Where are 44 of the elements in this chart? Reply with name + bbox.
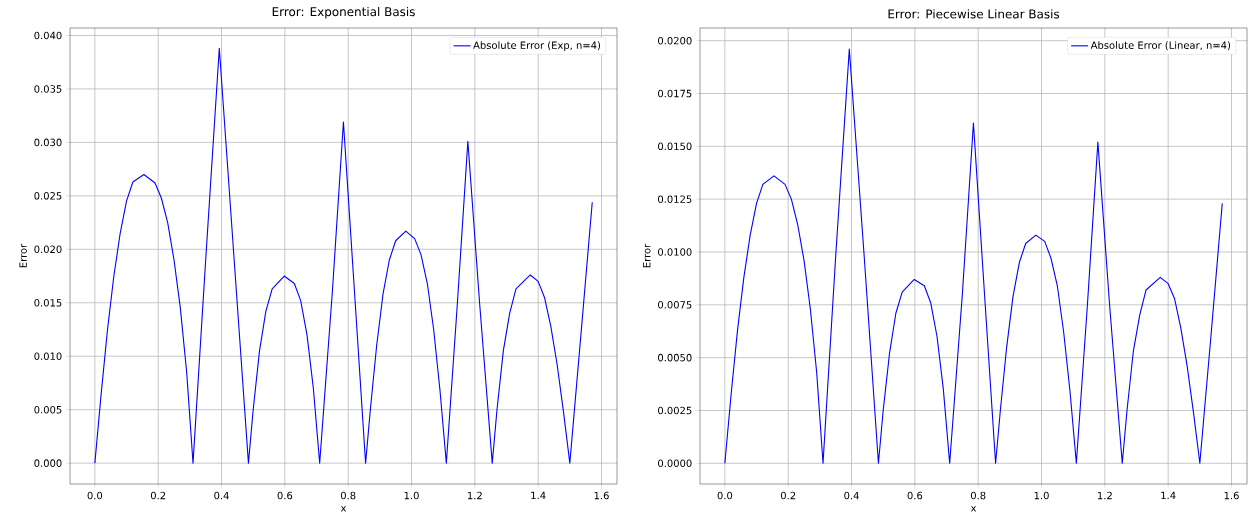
legend-label: Absolute Error (Linear, n=4) — [1090, 41, 1231, 51]
y-axis-title: Error — [643, 243, 651, 268]
x-tick-label: 0.0 — [717, 491, 733, 500]
y-tick-label: 0.0175 — [658, 89, 692, 98]
y-tick-label: 0.020 — [34, 245, 62, 254]
y-axis-title: Error — [19, 243, 27, 268]
x-axis-title: x — [970, 506, 977, 512]
y-tick-label: 0.015 — [34, 298, 62, 307]
x-tick-label: 0.6 — [907, 491, 923, 500]
y-tick-label: 0.0100 — [658, 248, 692, 256]
y-tick-label: 0.030 — [34, 138, 62, 147]
x-tick-label: 1.4 — [531, 491, 546, 500]
x-tick-label: 1.0 — [404, 491, 419, 500]
x-tick-label: 1.2 — [468, 491, 482, 500]
x-tick-label: 0.8 — [340, 491, 356, 500]
chart-title: Error: Exponential Basis — [272, 6, 415, 19]
x-axis-title: x — [340, 506, 347, 512]
x-tick-label: 0.0 — [87, 491, 103, 500]
x-tick-label: 0.4 — [214, 491, 229, 500]
y-tick-label: 0.000 — [34, 459, 62, 467]
legend-label: Absolute Error (Exp, n=4) — [473, 41, 601, 51]
x-tick-label: 0.2 — [150, 491, 166, 500]
chart-title: Error: Piecewise Linear Basis — [888, 9, 1060, 19]
y-tick-label: 0.0125 — [658, 195, 692, 203]
y-tick-label: 0.0000 — [658, 459, 692, 468]
x-tick-label: 0.6 — [277, 491, 293, 500]
x-tick-label: 0.4 — [844, 491, 859, 500]
x-tick-label: 0.2 — [780, 491, 796, 500]
x-tick-label: 1.2 — [1098, 491, 1112, 500]
y-tick-label: 0.010 — [34, 352, 62, 360]
y-tick-label: 0.0025 — [658, 406, 692, 415]
x-tick-label: 1.6 — [594, 491, 609, 500]
y-tick-label: 0.040 — [34, 31, 62, 40]
y-tick-label: 0.0150 — [658, 142, 692, 151]
y-tick-label: 0.0075 — [658, 301, 692, 309]
y-tick-label: 0.005 — [34, 405, 62, 414]
y-tick-label: 0.035 — [34, 85, 62, 93]
x-tick-label: 0.8 — [970, 491, 986, 500]
y-tick-label: 0.0200 — [658, 36, 692, 45]
x-tick-label: 1.6 — [1224, 491, 1239, 500]
y-tick-label: 0.0050 — [658, 353, 692, 362]
y-tick-label: 0.025 — [34, 192, 62, 200]
x-tick-label: 1.0 — [1034, 491, 1049, 500]
x-tick-label: 1.4 — [1161, 491, 1176, 500]
